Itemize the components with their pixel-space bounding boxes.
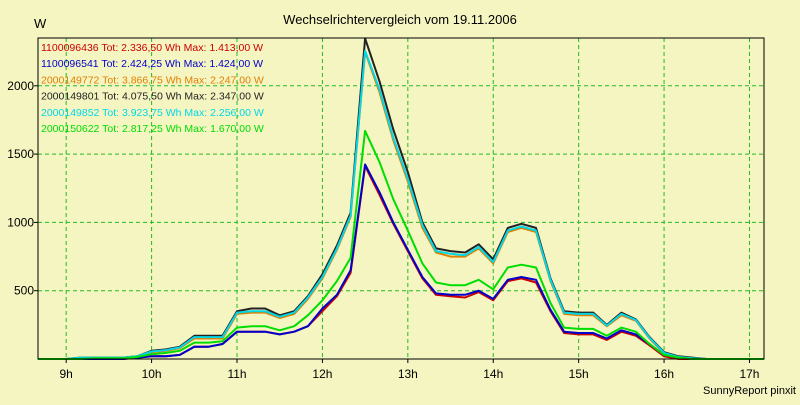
x-tick-label-1: 10h	[142, 367, 162, 381]
series-lines	[38, 37, 764, 360]
legend-entry-0: 1100096436 Tot: 2.336,50 Wh Max: 1.413,0…	[41, 42, 263, 54]
plot-frame	[37, 37, 765, 360]
y-tick-label-2: 1500	[7, 147, 34, 161]
footer-credit: SunnyReport pinxit	[703, 385, 796, 397]
legend-entry-5: 2000150622 Tot: 2.817,25 Wh Max: 1.670,0…	[41, 123, 264, 135]
legend-entry-4: 2000149852 Tot: 3.923,75 Wh Max: 2.256,0…	[41, 107, 264, 119]
series-line-4	[38, 49, 764, 360]
grid	[38, 38, 764, 359]
series-line-0	[38, 165, 764, 360]
x-tick-label-8: 17h	[739, 367, 759, 381]
legend-entry-1: 1100096541 Tot: 2.424,25 Wh Max: 1.424,0…	[41, 58, 263, 70]
x-tick-label-2: 11h	[227, 367, 246, 381]
y-axis-ticks: 500 1000 1500 2000	[7, 79, 38, 298]
x-tick-label-4: 13h	[398, 367, 418, 381]
x-tick-label-0: 9h	[60, 367, 73, 381]
y-axis-label: W	[34, 16, 47, 31]
series-line-5	[38, 129, 764, 360]
legend: 1100096436 Tot: 2.336,50 Wh Max: 1.413,0…	[41, 42, 264, 135]
series-line-3	[38, 37, 764, 360]
y-tick-label-1: 1000	[7, 215, 34, 229]
legend-entry-3: 2000149801 Tot: 4.075,50 Wh Max: 2.347,0…	[41, 91, 264, 103]
x-axis-ticks: 9h 10h 11h 12h 13h 14h 15h 16h 17h	[60, 359, 759, 381]
chart-title: Wechselrichtervergleich vom 19.11.2006	[283, 12, 517, 27]
y-tick-label-0: 500	[14, 284, 34, 298]
x-tick-label-3: 12h	[312, 367, 332, 381]
y-tick-label-3: 2000	[7, 79, 34, 93]
series-line-1	[38, 163, 764, 360]
x-tick-label-5: 14h	[483, 367, 503, 381]
x-tick-label-6: 15h	[569, 367, 589, 381]
x-tick-label-7: 16h	[654, 367, 674, 381]
legend-entry-2: 2000149772 Tot: 3.866,75 Wh Max: 2.247,0…	[41, 74, 264, 86]
